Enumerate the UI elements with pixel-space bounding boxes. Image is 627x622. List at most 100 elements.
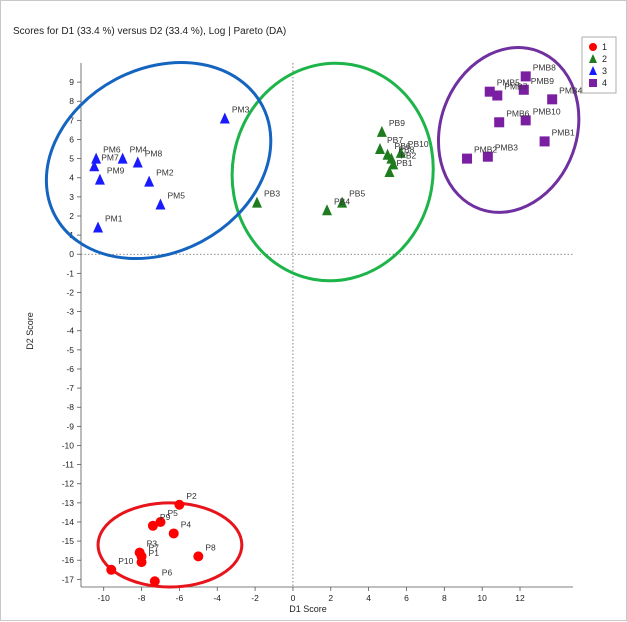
y-tick-label: -7 — [66, 383, 74, 393]
x-tick-label: 12 — [515, 593, 525, 603]
group-2-ellipse — [230, 61, 435, 283]
point-p9 — [147, 520, 158, 531]
point-label-pb10: PB10 — [408, 139, 429, 149]
point-label-pb7: PB7 — [387, 135, 403, 145]
point-label-pmb8: PMB8 — [533, 62, 556, 72]
y-axis-title: D2 Score — [25, 312, 35, 350]
x-tick-label: -10 — [98, 593, 111, 603]
point-label-pm4: PM4 — [130, 145, 148, 155]
point-p10 — [106, 564, 117, 575]
legend-marker-3 — [589, 66, 597, 75]
point-label-pmb2: PMB2 — [474, 145, 497, 155]
point-label-pm6: PM6 — [103, 145, 121, 155]
point-label-p10: P10 — [118, 556, 133, 566]
point-label-pb1: PB1 — [396, 158, 412, 168]
point-pmb2 — [462, 153, 473, 164]
data-points — [89, 71, 558, 587]
y-tick-label: -5 — [66, 345, 74, 355]
point-pmb7 — [492, 90, 503, 101]
y-tick-label: -8 — [66, 402, 74, 412]
point-label-p7: P7 — [149, 542, 160, 552]
y-tick-label: -2 — [66, 287, 74, 297]
x-tick-label: -4 — [213, 593, 221, 603]
group-ellipses — [44, 46, 581, 589]
point-label-p6: P6 — [162, 567, 173, 577]
point-label-pm8: PM8 — [145, 148, 163, 158]
y-tick-label: -14 — [62, 517, 75, 527]
legend-marker-1 — [589, 43, 597, 51]
x-tick-label: -6 — [176, 593, 184, 603]
point-label-pm1: PM1 — [105, 213, 123, 223]
y-tick-label: 3 — [69, 192, 74, 202]
point-label-p5: P5 — [167, 508, 178, 518]
point-p5 — [155, 516, 166, 527]
point-label-pb5: PB5 — [349, 189, 365, 199]
point-pb1 — [384, 166, 395, 178]
group-4-ellipse — [436, 46, 581, 214]
x-axis-title: D1 Score — [289, 604, 327, 614]
y-tick-label: -4 — [66, 326, 74, 336]
point-pb2 — [388, 158, 399, 170]
point-pmb3 — [482, 151, 493, 162]
point-label-p9: P9 — [160, 512, 171, 522]
x-tick-label: 4 — [366, 593, 371, 603]
y-tick-label: -17 — [62, 574, 75, 584]
point-pb5 — [337, 196, 348, 208]
point-label-pmb9: PMB9 — [531, 76, 554, 86]
point-pb3 — [251, 196, 262, 208]
point-label-pm7: PM7 — [101, 152, 119, 162]
point-label-pm9: PM9 — [107, 166, 125, 176]
y-tick-label: -1 — [66, 268, 74, 278]
y-tick-label: 4 — [69, 173, 74, 183]
point-label-pmb7: PMB7 — [504, 82, 527, 92]
y-tick-label: 8 — [69, 96, 74, 106]
y-tick-label: 5 — [69, 154, 74, 164]
point-p7 — [136, 551, 147, 562]
point-pb4 — [322, 204, 332, 216]
point-pmb4 — [547, 94, 558, 105]
point-pmb5 — [484, 86, 495, 97]
point-label-p1: P1 — [149, 548, 160, 558]
point-label-pb3: PB3 — [264, 189, 280, 199]
y-tick-label: 9 — [69, 77, 74, 87]
y-tick-label: -3 — [66, 307, 74, 317]
y-tick-label: -13 — [62, 498, 75, 508]
y-tick-label: -16 — [62, 555, 75, 565]
y-tick-label: -11 — [62, 460, 74, 470]
legend-label-4: 4 — [602, 78, 607, 88]
point-label-pmb6: PMB6 — [506, 108, 529, 118]
y-tick-label: -6 — [66, 364, 74, 374]
point-p4 — [168, 528, 179, 539]
y-tick-label: -10 — [62, 440, 75, 450]
y-tick-label: 2 — [69, 211, 74, 221]
point-label-pmb3: PMB3 — [495, 143, 518, 153]
point-pm3 — [219, 112, 230, 124]
point-label-pb4: PB4 — [334, 196, 350, 206]
legend-marker-2 — [589, 54, 597, 63]
point-pm8 — [132, 156, 143, 168]
point-pmb1 — [539, 136, 550, 147]
y-tick-label: -12 — [62, 479, 75, 489]
x-tick-label: 8 — [442, 593, 447, 603]
point-label-pb8: PB8 — [398, 145, 414, 155]
point-label-pmb4: PMB4 — [559, 85, 582, 95]
y-tick-label: -9 — [66, 421, 74, 431]
group-1-ellipse — [96, 501, 244, 589]
point-pm2 — [144, 175, 155, 187]
point-label-pmb10: PMB10 — [533, 106, 561, 116]
y-tick-label: 6 — [69, 134, 74, 144]
legend-label-3: 3 — [602, 66, 607, 76]
point-pb9 — [376, 125, 387, 137]
point-label-pb9: PB9 — [389, 118, 405, 128]
point-label-p4: P4 — [181, 519, 192, 529]
point-pm1 — [93, 221, 104, 233]
legend-label-1: 1 — [602, 42, 607, 52]
x-tick-label: 6 — [404, 593, 409, 603]
point-label-pmb1: PMB1 — [552, 127, 575, 137]
point-pm6 — [91, 152, 102, 164]
chart-title: Scores for D1 (33.4 %) versus D2 (33.4 %… — [13, 26, 286, 37]
x-tick-label: 10 — [477, 593, 487, 603]
legend: 1 2 3 4 — [581, 36, 617, 94]
legend-marker-4 — [589, 79, 597, 87]
